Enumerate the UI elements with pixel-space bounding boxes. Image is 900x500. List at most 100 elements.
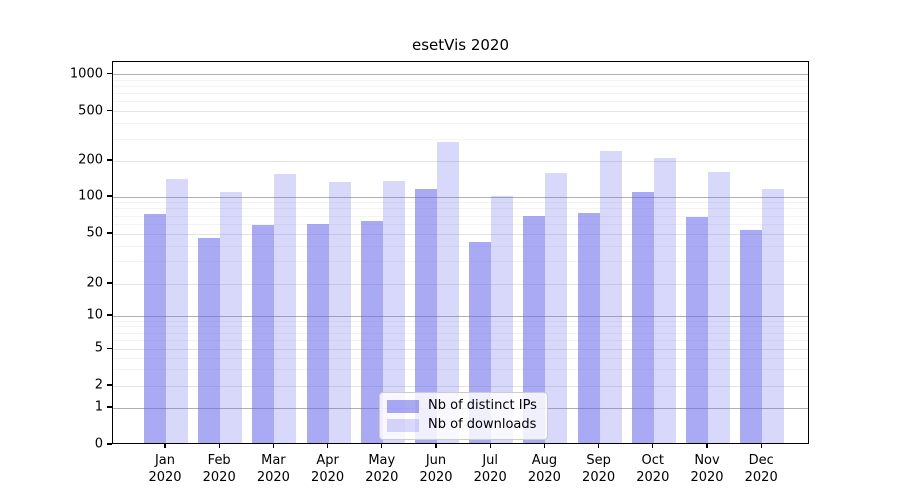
x-tick-label-may-2020: May 2020 (365, 453, 399, 485)
gridline-y-3 (113, 369, 808, 371)
x-tick-mark-apr (326, 443, 329, 448)
y-tick-mark-20 (107, 282, 112, 284)
legend-label-downloads: Nb of downloads (428, 417, 537, 432)
x-tick-label-jul-2020: Jul 2020 (473, 453, 507, 485)
chart-title: esetVis 2020 (411, 36, 509, 54)
gridline-y-20 (113, 283, 808, 285)
x-tick-label-nov-2020: Nov 2020 (690, 453, 724, 485)
gridline-y-6 (113, 340, 808, 342)
x-tick-label-oct-2020: Oct 2020 (636, 453, 670, 485)
legend-row-downloads: Nb of downloads (387, 418, 537, 432)
bar-ips-feb (198, 237, 221, 443)
y-tick-mark-10 (107, 314, 112, 316)
x-tick-mark-sep (597, 443, 600, 448)
x-tick-label-jun-2020: Jun 2020 (419, 453, 453, 485)
x-tick-mark-oct (652, 443, 654, 448)
gridline-y-1000 (113, 74, 808, 75)
bar-downloads-nov (708, 172, 730, 443)
gridline-y-300 (113, 138, 808, 140)
y-tick-label-50: 50 (86, 225, 103, 241)
bar-downloads-jan (166, 179, 188, 443)
x-tick-mark-feb (218, 443, 220, 448)
x-tick-mark-aug (543, 443, 546, 448)
bar-ips-oct (631, 191, 654, 443)
x-tick-mark-jul (489, 443, 491, 448)
bar-ips-nov (686, 217, 708, 443)
bar-downloads-oct (653, 157, 676, 443)
bar-ips-may (360, 221, 383, 443)
gridline-y-4 (113, 357, 808, 359)
bar-downloads-sep (599, 151, 622, 443)
gridline-y-8 (113, 326, 808, 328)
gridline-y-500 (113, 111, 808, 112)
gridline-y-400 (113, 123, 808, 125)
y-tick-label-0: 0 (94, 436, 103, 452)
gridline-y-700 (113, 93, 808, 95)
gridline-y-7 (113, 332, 808, 334)
bar-ips-jan (144, 214, 166, 443)
x-tick-mark-nov (706, 443, 708, 448)
bar-downloads-dec (762, 189, 785, 443)
y-tick-mark-50 (107, 232, 112, 234)
gridline-y-2 (113, 385, 808, 387)
y-tick-label-1: 1 (94, 399, 103, 415)
bar-ips-aug (523, 216, 546, 443)
gridline-y-50 (113, 233, 808, 235)
gridline-y-900 (113, 79, 808, 81)
y-tick-mark-500 (107, 109, 112, 112)
bar-downloads-apr (328, 182, 351, 443)
gridline-y-10 (113, 315, 808, 317)
y-tick-mark-5 (107, 347, 112, 349)
legend-swatch-downloads (387, 418, 419, 432)
bar-ips-mar (252, 225, 275, 443)
x-tick-mark-mar (272, 443, 275, 448)
gridline-y-100 (113, 196, 808, 198)
legend-row-distinct-ips: Nb of distinct IPs (387, 399, 537, 413)
x-tick-mark-jan (164, 443, 166, 448)
bar-downloads-jul (491, 196, 514, 443)
y-tick-label-20: 20 (86, 275, 103, 291)
bar-ips-dec (740, 229, 763, 443)
bar-downloads-jun (437, 141, 459, 443)
gridline-y-60 (113, 223, 808, 225)
y-tick-label-1000: 1000 (69, 66, 103, 81)
gridline-y-30 (113, 261, 808, 263)
x-tick-mark-jun (435, 443, 437, 448)
y-tick-label-2: 2 (94, 377, 103, 393)
x-tick-label-apr-2020: Apr 2020 (311, 453, 345, 485)
gridline-y-5 (113, 348, 808, 350)
gridline-y-80 (113, 208, 808, 210)
bar-ips-sep (577, 213, 600, 443)
y-tick-label-5: 5 (94, 340, 103, 356)
x-tick-label-aug-2020: Aug 2020 (527, 453, 561, 485)
y-tick-label-500: 500 (78, 103, 103, 118)
gridline-y-9 (113, 320, 808, 322)
y-tick-mark-2 (107, 384, 112, 386)
x-tick-label-jan-2020: Jan 2020 (148, 453, 182, 485)
x-tick-label-mar-2020: Mar 2020 (256, 453, 290, 485)
x-tick-mark-may (381, 443, 383, 448)
y-tick-mark-200 (107, 159, 112, 161)
bar-ips-apr (306, 224, 329, 443)
bar-downloads-mar (274, 173, 297, 443)
gridline-y-200 (113, 160, 808, 162)
y-tick-mark-100 (107, 195, 112, 197)
bar-downloads-aug (545, 173, 568, 443)
legend-swatch-distinct-ips (387, 399, 419, 413)
x-tick-label-sep-2020: Sep 2020 (582, 453, 616, 485)
y-tick-label-200: 200 (78, 152, 103, 168)
gridline-y-40 (113, 245, 808, 247)
y-tick-mark-1000 (107, 72, 112, 75)
gridline-y-800 (113, 85, 808, 87)
x-tick-mark-dec (760, 443, 762, 448)
y-tick-mark-0 (107, 443, 112, 445)
y-tick-label-100: 100 (78, 188, 103, 204)
bar-downloads-may (382, 181, 405, 443)
legend: Nb of distinct IPs Nb of downloads (379, 392, 548, 440)
gridline-y-90 (113, 202, 808, 204)
bar-ips-jun (415, 189, 437, 443)
bar-downloads-feb (220, 192, 243, 443)
gridline-y-70 (113, 215, 808, 217)
gridline-y-600 (113, 101, 808, 103)
